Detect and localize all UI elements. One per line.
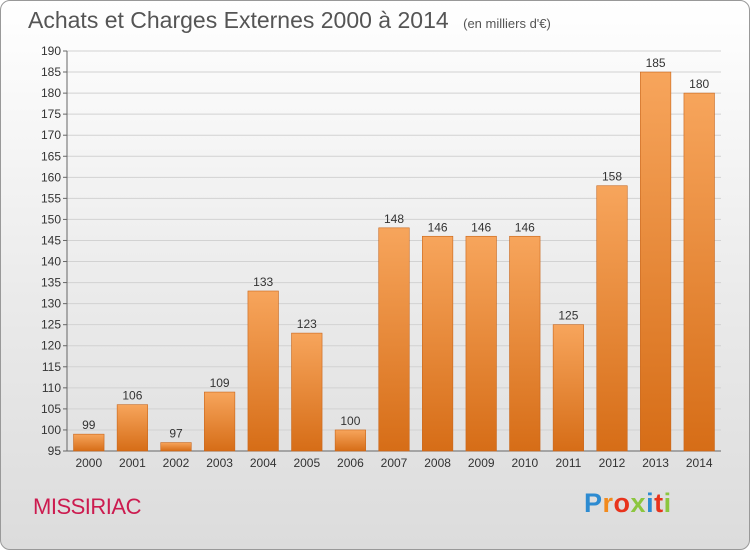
value-label: 99 xyxy=(82,418,96,432)
logo-letter: P xyxy=(584,488,603,518)
x-tick-label: 2007 xyxy=(381,456,408,470)
logo-letter: i xyxy=(646,488,655,518)
x-tick-label: 2014 xyxy=(686,456,713,470)
bar xyxy=(552,324,584,452)
value-label: 100 xyxy=(340,414,360,428)
value-label: 148 xyxy=(384,212,404,226)
y-tick-label: 160 xyxy=(41,170,61,184)
logo-letter: x xyxy=(630,488,647,518)
logo-letter: i xyxy=(663,488,672,518)
x-tick-label: 2008 xyxy=(424,456,451,470)
bar xyxy=(204,391,236,452)
y-tick-label: 125 xyxy=(41,318,61,332)
bar xyxy=(116,404,148,452)
x-tick-label: 2011 xyxy=(555,456,581,470)
bar xyxy=(465,235,497,452)
value-label: 109 xyxy=(210,376,230,390)
unit-note: (en milliers d'€) xyxy=(463,16,551,31)
x-tick-label: 2000 xyxy=(75,456,102,470)
y-tick-label: 105 xyxy=(41,402,61,416)
y-tick-label: 150 xyxy=(41,212,61,226)
commune-name: MISSIRIAC xyxy=(33,494,141,519)
y-tick-label: 175 xyxy=(41,107,61,121)
x-tick-label: 2001 xyxy=(119,456,146,470)
x-tick-label: 2005 xyxy=(293,456,320,470)
bar xyxy=(291,332,323,452)
logo-letter: t xyxy=(654,488,664,518)
y-tick-label: 120 xyxy=(41,339,61,353)
x-tick-label: 2010 xyxy=(511,456,538,470)
bar xyxy=(640,71,672,452)
logo-letter: r xyxy=(602,488,614,518)
value-label: 125 xyxy=(558,309,578,323)
y-tick-label: 185 xyxy=(41,65,61,79)
y-tick-label: 180 xyxy=(41,86,61,100)
y-tick-label: 155 xyxy=(41,191,61,205)
y-tick-label: 135 xyxy=(41,276,61,290)
labels: 95 100 105 110 115 120 125 130 135 140 145 150 155 16… xyxy=(41,44,713,470)
proxiti-logo[interactable]: Proxiti xyxy=(584,488,672,519)
bar xyxy=(596,185,628,452)
x-tick-label: 2009 xyxy=(468,456,495,470)
bar xyxy=(509,235,541,452)
y-tick-label: 165 xyxy=(41,149,61,163)
value-label: 146 xyxy=(428,220,448,234)
bar xyxy=(422,235,454,452)
value-label: 123 xyxy=(297,317,317,331)
y-tick-label: 95 xyxy=(48,444,62,458)
bar xyxy=(73,433,105,452)
y-tick-label: 145 xyxy=(41,233,61,247)
bar xyxy=(683,92,715,452)
bar xyxy=(247,290,279,452)
value-label: 180 xyxy=(689,77,709,91)
chart-title: Achats et Charges Externes 2000 à 2014 (… xyxy=(28,7,551,34)
value-label: 146 xyxy=(515,220,535,234)
y-tick-label: 190 xyxy=(41,44,61,58)
y-tick-label: 110 xyxy=(42,381,61,395)
value-label: 106 xyxy=(122,389,142,403)
bar xyxy=(378,227,410,452)
bars xyxy=(73,71,715,452)
value-label: 185 xyxy=(646,56,666,70)
value-label: 133 xyxy=(253,275,273,289)
title-text: Achats et Charges Externes 2000 à 2014 xyxy=(28,7,449,33)
x-tick-label: 2013 xyxy=(642,456,669,470)
y-tick-label: 170 xyxy=(41,128,61,142)
value-label: 158 xyxy=(602,170,622,184)
bar xyxy=(160,442,192,452)
logo-letter: o xyxy=(613,488,631,518)
x-tick-label: 2002 xyxy=(163,456,190,470)
x-tick-label: 2004 xyxy=(250,456,277,470)
y-tick-label: 130 xyxy=(41,297,61,311)
x-tick-label: 2006 xyxy=(337,456,364,470)
bar xyxy=(334,429,366,452)
value-label: 146 xyxy=(471,220,491,234)
y-tick-label: 100 xyxy=(41,423,61,437)
x-tick-label: 2003 xyxy=(206,456,233,470)
value-label: 97 xyxy=(169,427,183,441)
y-tick-label: 115 xyxy=(42,360,61,374)
x-tick-label: 2012 xyxy=(599,456,626,470)
y-tick-label: 140 xyxy=(41,255,61,269)
